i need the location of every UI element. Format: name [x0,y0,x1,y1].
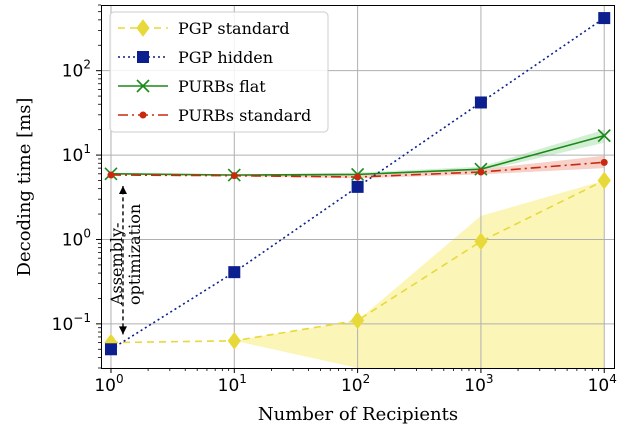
legend-label-3: PURBs standard [178,106,311,125]
y-tick-exponent: 2 [83,58,91,72]
y-tick-label: 100 [62,226,91,250]
x-axis: 100 101 102 103 104 [94,368,617,396]
x-tick-label: 102 [341,372,370,396]
x-axis-label: Number of Recipients [258,404,458,425]
x-tick-label: 103 [464,372,493,396]
y-tick-label: 10−1 [52,311,91,335]
y-tick-exponent: 1 [83,142,91,156]
data-point-2-4-stroke [597,129,611,143]
y-tick-exponent: 0 [83,226,91,240]
legend-label-2: PURBs flat [178,77,266,96]
data-point-3-0 [107,171,115,179]
x-tick-exponent: 3 [486,372,494,386]
x-tick-label: 100 [94,372,123,396]
annotation-arrow-head-bottom [118,326,127,335]
legend-marker-0 [136,19,150,37]
legend-label-1: PGP hidden [178,48,273,67]
y-tick-exponent: −1 [73,311,91,325]
legend-marker-1 [137,51,149,63]
data-point-0-2 [350,311,365,330]
legend-box [109,11,329,133]
y-tick-label: 101 [62,142,91,166]
data-point-0-4 [597,171,611,190]
legend-marker-3 [139,111,147,119]
data-point-3-4 [600,158,608,166]
data-point-3-1 [230,172,238,180]
assembly-optimization-annotation: Assembly- optimization [107,186,144,335]
x-tick-label: 104 [588,372,617,396]
x-tick-exponent: 1 [239,372,247,386]
data-point-3-2 [354,173,362,181]
data-point-0-3 [474,232,488,251]
data-point-2-4 [597,129,611,143]
x-tick-exponent: 2 [363,372,371,386]
annotation-line2: optimization [125,204,144,305]
legend-marker-2-stroke [136,79,150,93]
data-point-0-1 [227,331,241,350]
legend-marker-2 [136,79,150,93]
series-markers [104,12,611,356]
x-tick-exponent: 0 [116,372,124,386]
data-point-1-4 [598,12,611,25]
y-tick-label: 102 [62,58,91,82]
data-point-1-1 [228,266,241,279]
x-tick-exponent: 4 [609,372,617,386]
legend-label-0: PGP standard [178,19,290,38]
data-point-1-2 [351,180,364,193]
data-point-1-3 [474,96,487,109]
data-point-3-3 [477,168,485,176]
y-axis-label: Decoding time [ms] [14,98,35,277]
annotation-line1: Assembly- [107,223,126,306]
annotation-arrow-head-top [118,186,127,195]
data-point-1-0 [104,343,117,356]
legend: PGP standard PGP hidden PURBs flat PURBs st… [109,11,329,133]
x-tick-label: 101 [218,372,247,396]
